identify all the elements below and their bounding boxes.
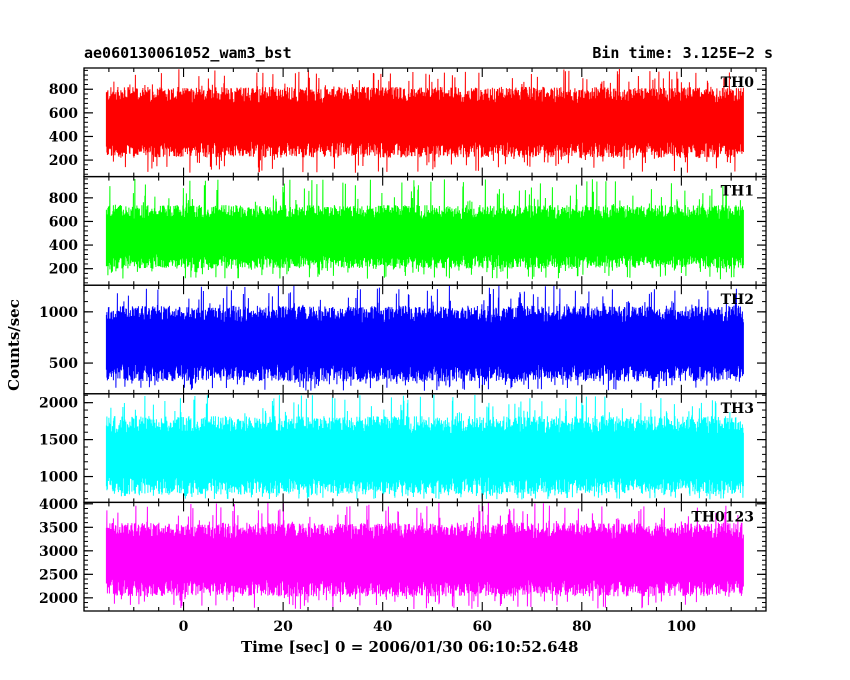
y-tick-label: 4000 (39, 497, 78, 513)
panel-th3: 1000 1500 2000 TH3 (39, 393, 767, 504)
series-th0 (105, 68, 744, 173)
y-tick-label: 2000 (39, 396, 78, 412)
y-tick-label: 800 (49, 82, 78, 98)
series-th0123 (105, 502, 744, 610)
y-tick-label: 400 (49, 238, 78, 254)
series-th1 (105, 178, 744, 280)
x-tick-label: 40 (373, 619, 393, 635)
y-tick-label: 1000 (39, 305, 78, 321)
x-axis-label: Time [sec] 0 = 2006/01/30 06:10:52.648 (241, 638, 579, 656)
panel-label-th1: TH1 (721, 184, 754, 200)
y-tick-label: 2500 (39, 567, 78, 583)
y-tick-label: 800 (49, 191, 78, 207)
y-tick-label: 500 (49, 356, 78, 372)
bin-time-label: Bin time: 3.125E−2 s (592, 44, 773, 62)
panel-th0: 200 400 600 800 TH0 (49, 67, 767, 178)
panel-label-th0123: TH0123 (691, 509, 754, 525)
y-tick-label: 3000 (39, 544, 78, 560)
x-tick-label: 100 (667, 619, 696, 635)
panel-th2: 500 1000 TH2 (39, 284, 767, 395)
y-axis-label: Counts/sec (5, 299, 23, 391)
plot-title: ae060130061052_wam3_bst (84, 44, 292, 62)
panel-label-th2: TH2 (721, 292, 754, 308)
y-tick-label: 600 (49, 214, 78, 230)
y-tick-label: 400 (49, 129, 78, 145)
x-tick-label: 0 (179, 619, 189, 635)
y-tick-label: 200 (49, 262, 78, 278)
y-tick-label: 3500 (39, 520, 78, 536)
panel-frame (83, 501, 767, 612)
panel-th1: 200 400 600 800 TH1 (49, 175, 767, 286)
panel-label-th3: TH3 (721, 401, 754, 417)
x-tick-label: 60 (473, 619, 493, 635)
panel-th0123: 2000 2500 3000 3500 4000 TH0123 (39, 497, 767, 612)
x-tick-label: 80 (572, 619, 592, 635)
x-tick-label: 20 (273, 619, 293, 635)
y-tick-label: 200 (49, 153, 78, 169)
y-tick-label: 600 (49, 106, 78, 122)
series-th3 (105, 394, 744, 500)
y-tick-label: 1500 (39, 433, 78, 449)
y-tick-label: 1000 (39, 470, 78, 486)
series-th2 (105, 285, 744, 391)
y-tick-label: 2000 (39, 591, 78, 607)
panel-label-th0: TH0 (721, 75, 755, 91)
